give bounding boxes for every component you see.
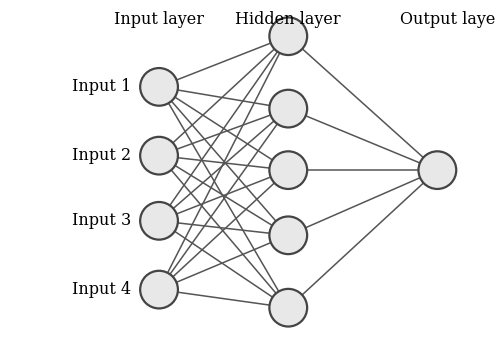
- Ellipse shape: [269, 17, 307, 55]
- Ellipse shape: [418, 151, 456, 189]
- Text: Output laye: Output laye: [400, 11, 495, 28]
- Ellipse shape: [269, 90, 307, 127]
- Ellipse shape: [269, 216, 307, 254]
- Text: Hidden layer: Hidden layer: [236, 11, 341, 28]
- Ellipse shape: [140, 202, 178, 240]
- Ellipse shape: [140, 137, 178, 174]
- Ellipse shape: [140, 68, 178, 106]
- Text: Input 4: Input 4: [72, 281, 131, 298]
- Text: Input layer: Input layer: [114, 11, 204, 28]
- Ellipse shape: [269, 151, 307, 189]
- Text: Input 3: Input 3: [72, 212, 131, 229]
- Ellipse shape: [269, 289, 307, 327]
- Text: Input 2: Input 2: [72, 147, 131, 164]
- Ellipse shape: [140, 271, 178, 308]
- Text: Input 1: Input 1: [72, 79, 131, 95]
